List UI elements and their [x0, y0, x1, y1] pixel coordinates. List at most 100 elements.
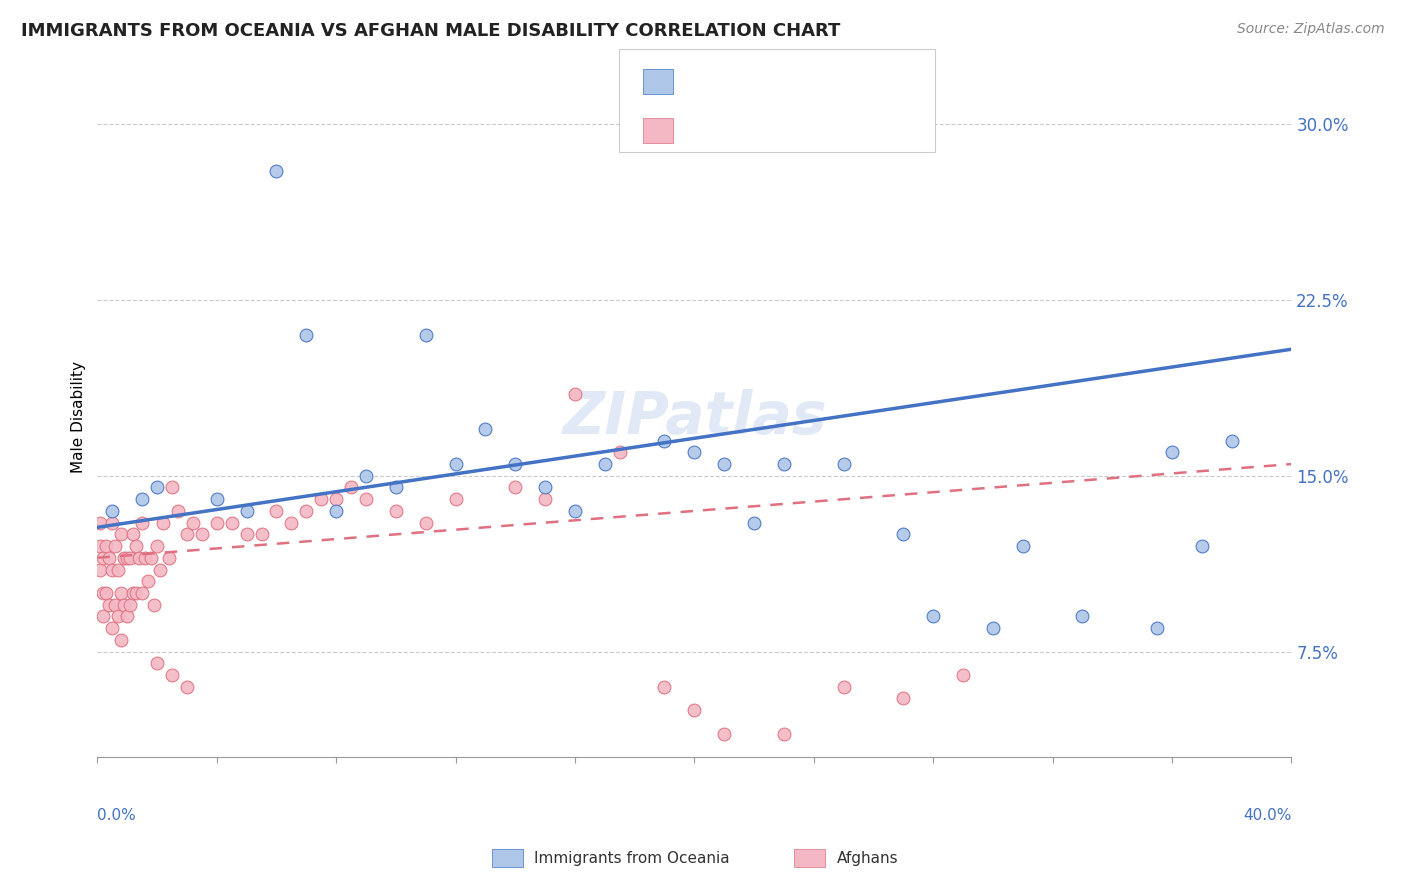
Point [593, 457, 616, 471]
Point [96, 586, 118, 600]
Point [713, 726, 735, 740]
Point [101, 562, 124, 576]
Text: Source: ZipAtlas.com: Source: ZipAtlas.com [1237, 22, 1385, 37]
Point [101, 621, 124, 635]
Point [149, 562, 172, 576]
Point [1146, 621, 1168, 635]
Point [128, 550, 150, 565]
Point [742, 516, 765, 530]
Point [221, 516, 243, 530]
Point [101, 516, 124, 530]
Point [564, 386, 586, 401]
Point [713, 457, 735, 471]
Point [191, 527, 214, 541]
Point [125, 586, 148, 600]
Text: ZIPatlas: ZIPatlas [562, 389, 827, 446]
Point [91, 586, 114, 600]
Point [115, 609, 138, 624]
Point [325, 492, 347, 507]
Point [1161, 445, 1184, 459]
Point [415, 516, 437, 530]
Point [474, 422, 496, 436]
Point [354, 468, 377, 483]
Point [266, 504, 288, 518]
Point [952, 668, 974, 682]
Point [98, 598, 121, 612]
Point [167, 504, 190, 518]
Point [415, 328, 437, 343]
Point [1191, 539, 1213, 553]
Point [280, 516, 302, 530]
Point [444, 492, 467, 507]
Point [125, 539, 148, 553]
Point [503, 481, 526, 495]
Point [981, 621, 1004, 635]
Text: 0.221: 0.221 [724, 72, 776, 91]
Point [309, 492, 332, 507]
Point [120, 550, 142, 565]
Point [91, 609, 114, 624]
Point [181, 516, 204, 530]
Point [134, 550, 156, 565]
Point [564, 504, 586, 518]
Point [250, 527, 273, 541]
Text: IMMIGRANTS FROM OCEANIA VS AFGHAN MALE DISABILITY CORRELATION CHART: IMMIGRANTS FROM OCEANIA VS AFGHAN MALE D… [21, 22, 841, 40]
Text: Afghans: Afghans [837, 851, 898, 865]
Point [122, 586, 145, 600]
Text: 0.0%: 0.0% [97, 808, 136, 823]
Point [325, 504, 347, 518]
Point [832, 680, 855, 694]
Point [340, 481, 363, 495]
Point [235, 527, 257, 541]
Text: R =: R = [685, 72, 721, 91]
Point [110, 632, 132, 647]
Point [146, 657, 169, 671]
Text: N =: N = [786, 121, 834, 139]
Point [143, 598, 166, 612]
Point [110, 586, 132, 600]
Point [120, 598, 142, 612]
Point [503, 457, 526, 471]
Point [773, 457, 796, 471]
Point [683, 445, 706, 459]
Text: 32: 32 [835, 72, 859, 91]
Point [1071, 609, 1094, 624]
Point [385, 504, 408, 518]
Y-axis label: Male Disability: Male Disability [72, 361, 86, 473]
Point [122, 527, 145, 541]
Point [295, 328, 318, 343]
Point [157, 550, 180, 565]
Point [112, 598, 135, 612]
Text: R =: R = [685, 121, 721, 139]
Point [112, 550, 135, 565]
Point [89, 562, 111, 576]
Point [131, 586, 153, 600]
Point [444, 457, 467, 471]
Point [152, 516, 174, 530]
Point [891, 691, 914, 706]
Point [146, 539, 169, 553]
Point [89, 516, 111, 530]
Point [131, 516, 153, 530]
Point [235, 504, 257, 518]
Point [922, 609, 945, 624]
Text: N =: N = [786, 72, 834, 91]
Point [385, 481, 408, 495]
Point [101, 504, 124, 518]
Text: Immigrants from Oceania: Immigrants from Oceania [534, 851, 730, 865]
Point [89, 539, 111, 553]
Point [110, 527, 132, 541]
Point [136, 574, 159, 589]
Point [1011, 539, 1033, 553]
Text: 40.0%: 40.0% [1243, 808, 1291, 823]
Point [534, 481, 557, 495]
Point [107, 562, 129, 576]
Point [176, 527, 198, 541]
Point [832, 457, 855, 471]
Point [98, 550, 121, 565]
Point [205, 492, 228, 507]
Point [96, 539, 118, 553]
Point [176, 680, 198, 694]
Point [891, 527, 914, 541]
Point [266, 164, 288, 178]
